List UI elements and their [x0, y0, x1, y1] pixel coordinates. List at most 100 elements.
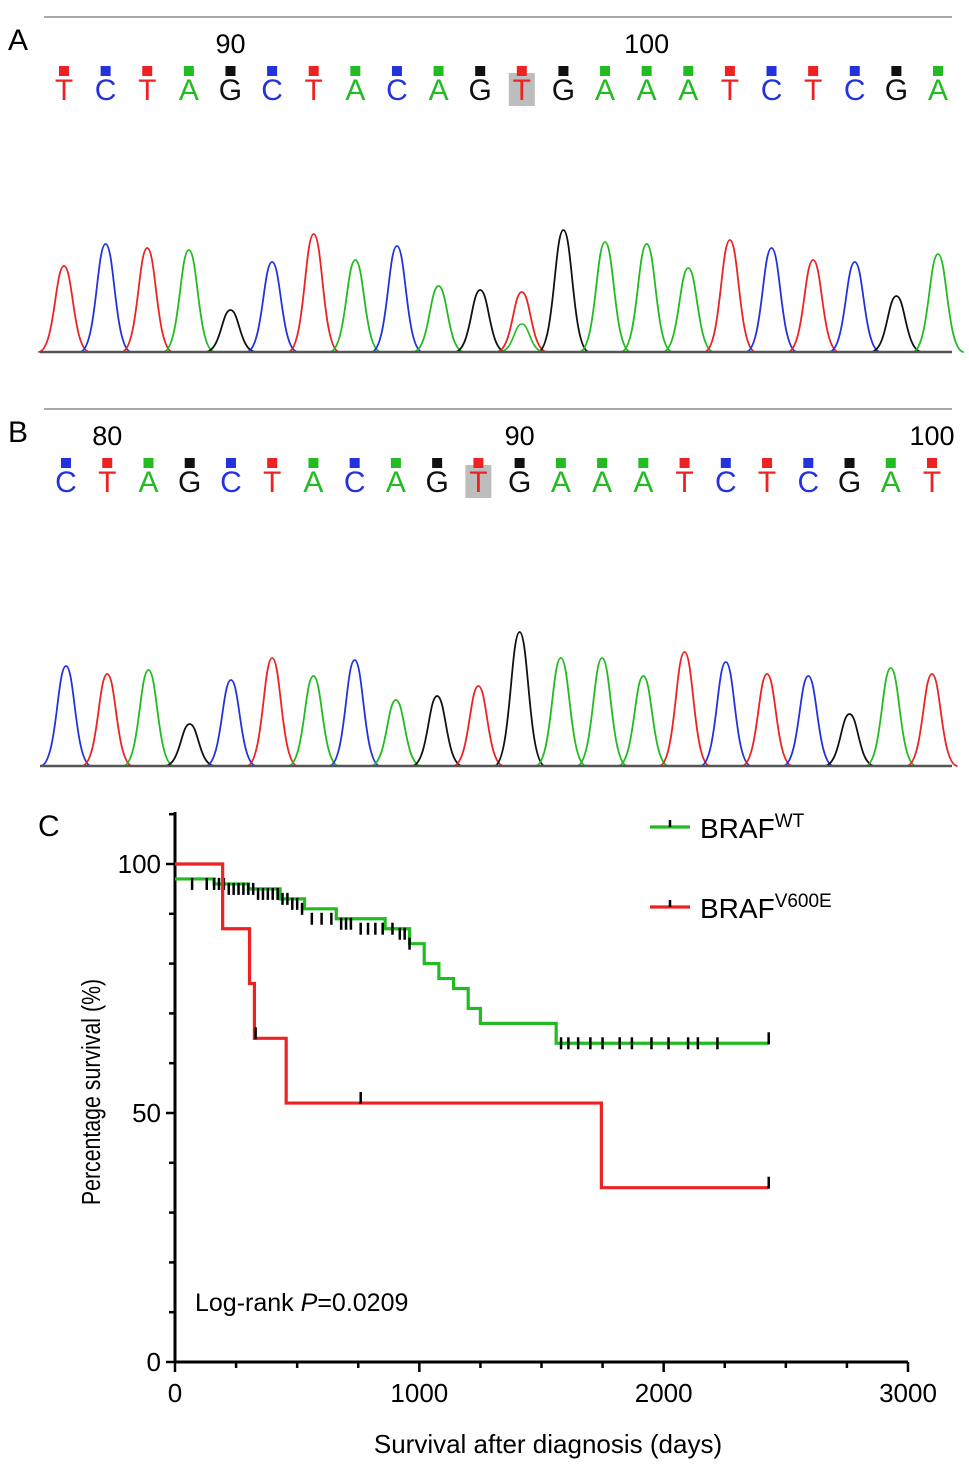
base-call: T	[804, 74, 822, 107]
base-call: A	[345, 74, 365, 107]
quality-mark	[885, 458, 896, 468]
trace-peak	[911, 253, 965, 353]
trace-peak	[828, 261, 881, 353]
trace-peak	[745, 247, 798, 353]
trace-peak	[37, 265, 91, 353]
base-call: C	[261, 74, 283, 107]
trace-peak	[412, 285, 465, 353]
base-call: G	[469, 74, 492, 107]
survival-curve-v600e	[175, 862, 769, 1190]
quality-mark	[683, 66, 694, 76]
quality-mark	[891, 66, 902, 76]
base-call: T	[721, 74, 739, 107]
quality-mark	[267, 66, 278, 76]
quality-mark	[679, 458, 690, 468]
panel-c-label: C	[38, 810, 60, 843]
trace-peak	[328, 659, 381, 767]
base-call: A	[678, 74, 698, 107]
y-tick-label: 100	[118, 849, 161, 879]
base-call: C	[344, 466, 366, 499]
position-label: 80	[92, 421, 122, 451]
quality-mark	[597, 458, 608, 468]
legend-label-base: BRAF	[700, 813, 775, 844]
base-call: A	[928, 74, 948, 107]
trace-peak	[79, 243, 132, 353]
x-tick-label: 3000	[879, 1378, 937, 1408]
trace-peak	[40, 665, 92, 767]
base-call: A	[633, 466, 653, 499]
trace-peak	[576, 657, 629, 767]
base-call: G	[178, 466, 201, 499]
legend-label-sup: V600E	[775, 891, 832, 912]
base-call: T	[98, 466, 116, 499]
quality-mark	[390, 458, 401, 468]
base-call: A	[138, 466, 158, 499]
trace-peak	[786, 259, 840, 353]
trace-peak	[620, 243, 673, 353]
quality-mark	[849, 66, 860, 76]
trace-peak	[81, 673, 134, 767]
base-call: A	[595, 74, 615, 107]
quality-mark	[927, 458, 937, 468]
position-label: 100	[624, 29, 669, 59]
log-rank-p: P	[301, 1289, 318, 1317]
panel-b-label: B	[8, 416, 28, 449]
quality-mark	[100, 66, 111, 76]
quality-mark	[844, 458, 855, 468]
position-label: 100	[909, 421, 954, 451]
trace-peak	[411, 695, 464, 767]
trace-peak	[287, 675, 340, 767]
quality-mark	[641, 66, 652, 76]
legend-label-base: BRAF	[700, 893, 775, 924]
base-call: T	[263, 466, 281, 499]
base-call: G	[219, 74, 242, 107]
base-call: C	[844, 74, 866, 107]
quality-mark	[724, 66, 735, 76]
panel-b: B C T A G C T A C A G T G A A A T C T C G A T80 90 100	[8, 408, 958, 768]
base-call: C	[386, 74, 408, 107]
quality-mark	[102, 458, 113, 468]
quality-mark	[555, 458, 566, 468]
quality-mark	[308, 458, 319, 468]
survival-series	[175, 862, 770, 1190]
trace-peak	[163, 723, 216, 767]
quality-mark	[638, 458, 649, 468]
base-call: A	[303, 466, 323, 499]
trace-peak	[370, 699, 422, 767]
base-call: A	[386, 466, 406, 499]
y-axis-title: Percentage survival (%)	[77, 979, 107, 1205]
quality-mark	[766, 66, 777, 76]
trace-peak	[370, 245, 424, 353]
quality-mark	[803, 458, 814, 468]
quality-mark	[267, 458, 278, 468]
quality-mark	[600, 66, 611, 76]
position-label: 90	[215, 29, 245, 59]
quality-mark	[59, 66, 69, 76]
panel-a-chromatogram	[37, 229, 965, 354]
base-call: T	[923, 466, 941, 499]
base-call: A	[429, 74, 449, 107]
x-tick-label: 2000	[635, 1378, 693, 1408]
quality-mark	[432, 458, 443, 468]
base-call: G	[508, 466, 531, 499]
trace-peak	[122, 669, 175, 767]
trace-peak	[703, 239, 757, 353]
x-tick-label: 1000	[390, 1378, 448, 1408]
trace-peak	[245, 261, 299, 353]
quality-mark	[308, 66, 319, 76]
base-call: G	[885, 74, 908, 107]
legend-label: BRAFWT	[700, 811, 805, 844]
base-call: G	[838, 466, 861, 499]
quality-mark	[143, 458, 154, 468]
panel-a-sequence: T C T A G C T A C A G T G A A A T C T C G A90 100	[55, 29, 948, 107]
base-call: G	[552, 74, 575, 107]
quality-mark	[720, 458, 731, 468]
quality-mark	[349, 458, 360, 468]
quality-mark	[61, 458, 71, 468]
base-call: T	[469, 466, 487, 499]
base-call: C	[220, 466, 242, 499]
